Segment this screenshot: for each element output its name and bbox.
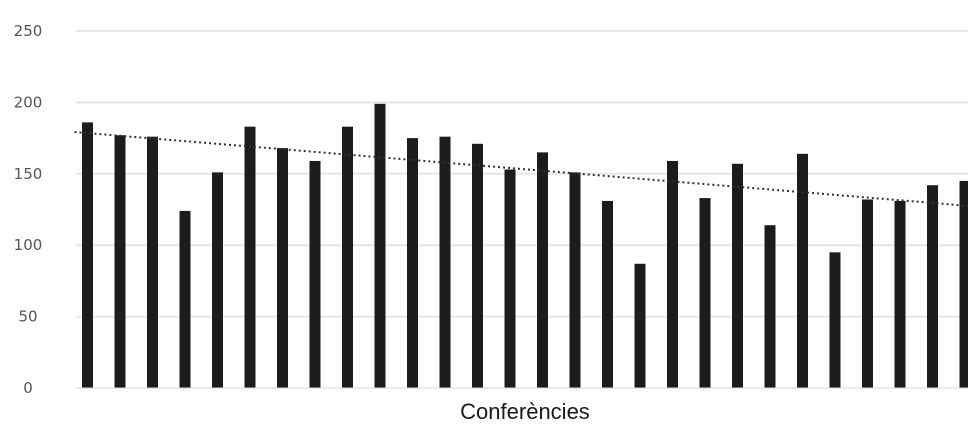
bar	[309, 160, 321, 388]
bar	[732, 163, 743, 388]
bar	[504, 169, 516, 388]
bars	[82, 103, 968, 389]
y-tick-label: 150	[14, 165, 43, 183]
bar	[407, 138, 418, 388]
y-tick-label: 100	[14, 236, 43, 254]
bar	[212, 172, 223, 388]
bar	[179, 210, 191, 388]
bar	[537, 152, 548, 388]
bar	[374, 103, 386, 388]
bar	[829, 252, 841, 388]
bar	[602, 200, 613, 388]
bar	[959, 180, 968, 388]
bar	[927, 185, 938, 388]
y-tick-label: 250	[14, 22, 43, 40]
bar	[667, 160, 678, 388]
bar	[472, 143, 483, 388]
bar	[277, 148, 288, 388]
bar	[147, 136, 158, 388]
bar	[82, 122, 93, 388]
y-axis-ticks: 0 50 100 150 200 250	[14, 22, 43, 397]
y-tick-label: 50	[18, 308, 37, 326]
x-axis-label: Conferències	[460, 399, 590, 424]
bar	[699, 198, 711, 388]
y-tick-label: 200	[14, 93, 43, 111]
bar	[862, 199, 873, 388]
bar	[244, 126, 256, 389]
bar	[114, 135, 126, 388]
y-tick-label: 0	[23, 379, 33, 397]
bar	[439, 136, 451, 388]
bar	[894, 200, 906, 388]
bar	[634, 263, 646, 388]
bar	[764, 225, 776, 388]
bar	[797, 153, 808, 388]
gridlines	[76, 30, 968, 318]
bar	[569, 172, 581, 388]
bar	[342, 126, 353, 389]
trend-line	[74, 131, 968, 207]
